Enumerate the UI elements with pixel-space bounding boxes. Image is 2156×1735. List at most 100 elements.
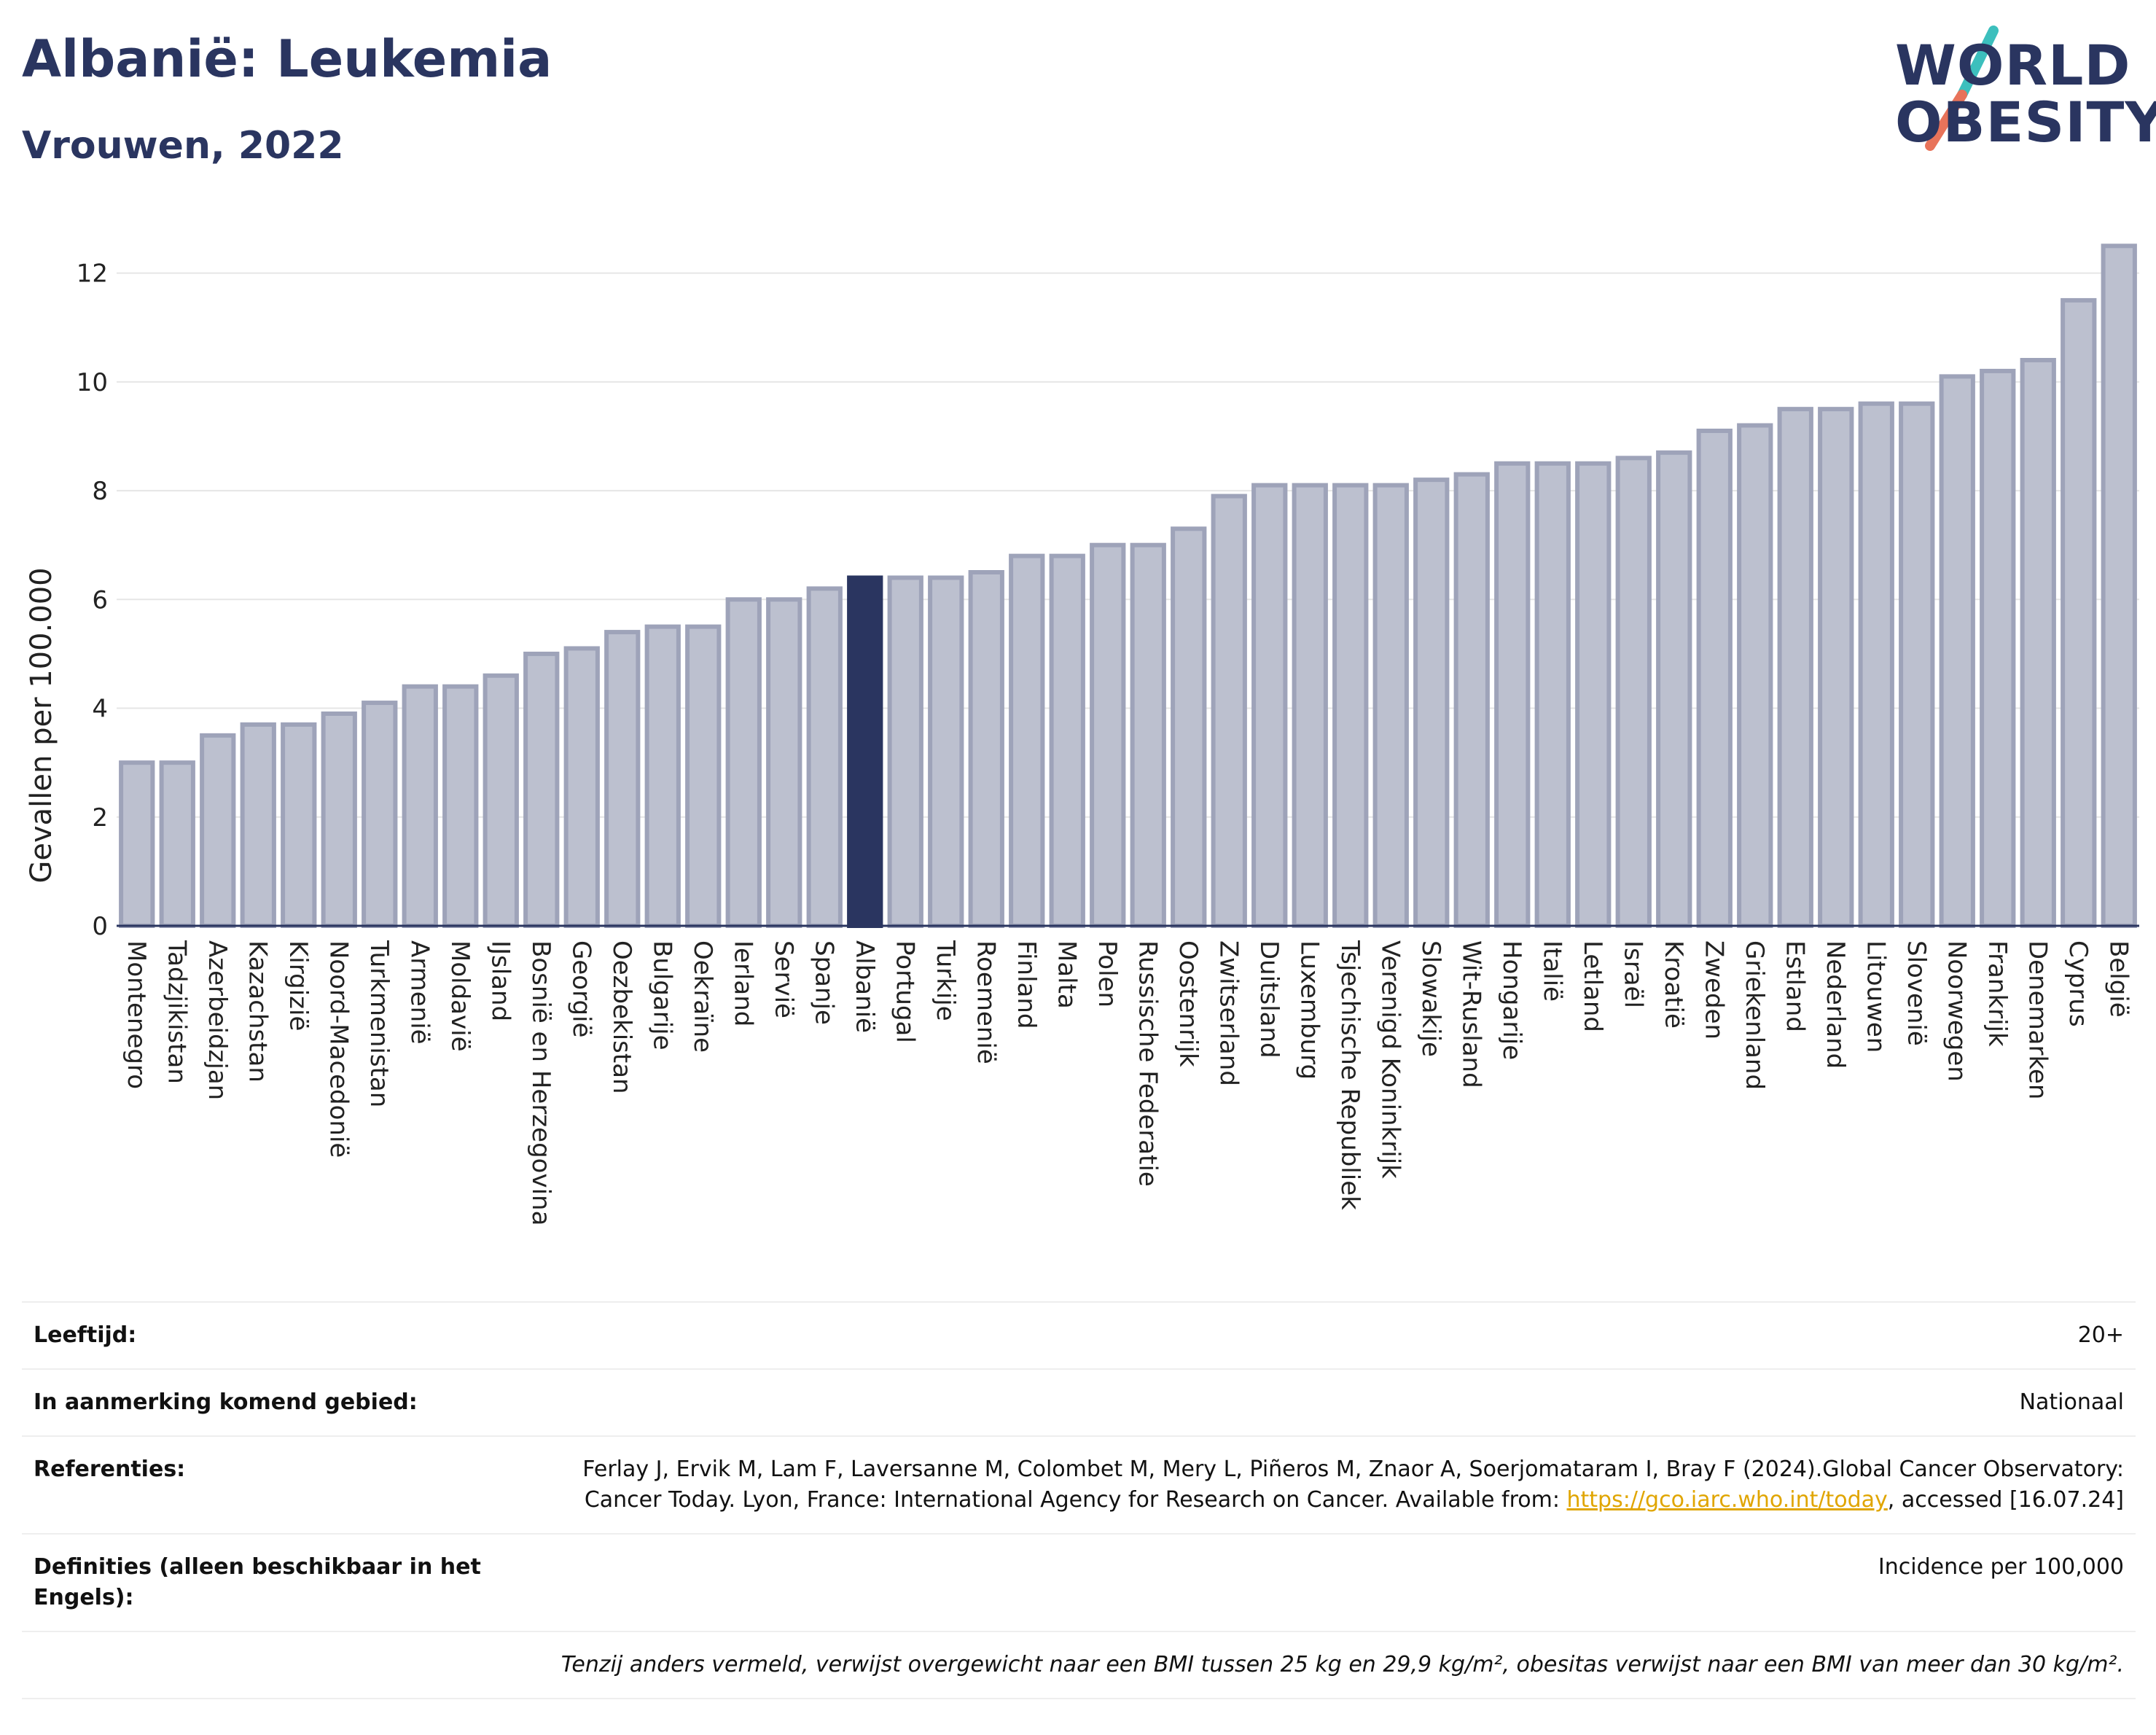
page-subtitle: Vrouwen, 2022 [22, 124, 344, 168]
bar [1049, 553, 1085, 928]
x-tick-label: Nederland [1821, 940, 1850, 1069]
x-tick-label: Bulgarije [647, 940, 676, 1050]
bar [766, 597, 802, 928]
references-value: Ferlay J, Ervik M, Lam F, Laversanne M, … [497, 1435, 2136, 1535]
x-tick-label: Hongarije [1497, 940, 1526, 1060]
x-tick-label: Wit-Rusland [1456, 940, 1485, 1088]
x-tick-label: Litouwen [1861, 940, 1890, 1053]
references-link[interactable]: https://gco.iarc.who.int/today [1566, 1487, 1888, 1513]
x-tick-label: Oostenrijk [1173, 940, 1203, 1067]
y-tick-label: 2 [92, 803, 108, 833]
x-tick-label: Tadzjikistan [162, 940, 191, 1084]
bar [200, 733, 236, 928]
x-tick-label: Zweden [1699, 940, 1728, 1040]
bar [1575, 461, 1612, 928]
info-row-note: Tenzij anders vermeld, verwijst overgewi… [22, 1631, 2136, 1699]
bar [644, 624, 681, 928]
bar [563, 646, 600, 928]
bar [725, 597, 762, 928]
info-table: Leeftijd: 20+ In aanmerking komend gebie… [22, 1301, 2136, 1699]
x-tick-label: Slowakije [1416, 940, 1445, 1057]
x-tick-label: Turkmenistan [364, 940, 394, 1107]
x-tick-label: Russische Federatie [1133, 940, 1162, 1187]
y-tick-label: 12 [77, 260, 108, 289]
bars-layer [117, 243, 2139, 929]
age-label: Leeftijd: [22, 1301, 497, 1370]
bar [1292, 483, 1328, 929]
x-tick-label: Israël [1618, 940, 1647, 1008]
bar [847, 575, 883, 928]
y-axis-label: Gevallen per 100.000 [25, 567, 58, 883]
x-tick-label: Letland [1578, 940, 1607, 1032]
y-tick-label: 10 [77, 368, 108, 397]
bar [1980, 368, 2016, 928]
x-tick-label: Noorwegen [1942, 940, 1971, 1082]
info-row-area: In aanmerking komend gebied: Nationaal [22, 1368, 2136, 1437]
x-tick-label: Bosnië en Herzegovina [526, 940, 555, 1225]
x-tick-label: Oekraïne [688, 940, 717, 1053]
bar [1171, 526, 1207, 928]
world-obesity-logo: WORLD OBESITY [1895, 22, 2156, 153]
x-tick-label: Griekenland [1740, 940, 1769, 1090]
bar [1130, 542, 1166, 928]
x-tick-label: IJsland [485, 940, 515, 1021]
bar [1453, 472, 1490, 928]
x-tick-label: Montenegro [122, 940, 151, 1089]
bar [806, 586, 843, 929]
bar [1534, 461, 1571, 928]
x-tick-label: Slovenië [1902, 940, 1931, 1046]
x-tick-label: Noord-Macedonië [324, 940, 353, 1158]
bar [1696, 429, 1733, 928]
bar [2061, 297, 2097, 928]
x-tick-label: Italië [1537, 940, 1566, 1002]
info-row-references: Referenties: Ferlay J, Ervik M, Lam F, L… [22, 1435, 2136, 1535]
x-tick-label: Azerbeidzjan [203, 940, 232, 1100]
x-tick-label: Georgië [566, 940, 595, 1037]
bar [523, 651, 560, 929]
x-tick-label: Finland [1012, 940, 1041, 1029]
bar [1858, 401, 1894, 928]
x-tick-label: Tsjechische Republiek [1335, 940, 1364, 1210]
bar [887, 575, 923, 928]
labels-layer: Montenegro Tadzjikistan Azerbeidzjan Kazach… [122, 940, 2133, 1225]
bar [1413, 477, 1450, 928]
bar [1899, 401, 1935, 928]
bar [362, 701, 398, 928]
bar [1656, 450, 1692, 929]
references-text: Ferlay J, Ervik M, Lam F, Laversanne M, … [582, 1457, 2124, 1513]
logo-line-1: WORLD [1895, 33, 2131, 98]
x-tick-label: België [2104, 940, 2133, 1018]
bar [1818, 407, 1854, 928]
bar [1009, 553, 1045, 928]
bar [1494, 461, 1531, 928]
references-label: Referenties: [22, 1435, 497, 1535]
x-tick-label: Portugal [890, 940, 919, 1043]
x-tick-label: Turkije [931, 940, 960, 1021]
info-row-definitions: Definities (alleen beschikbaar in het En… [22, 1533, 2136, 1632]
x-tick-label: Spanje [809, 940, 838, 1025]
bar [321, 711, 357, 928]
x-tick-label: Ierland [728, 940, 757, 1026]
y-tick-label: 6 [92, 585, 108, 615]
x-tick-label: Zwitserland [1214, 940, 1243, 1086]
x-tick-label: Frankrijk [1983, 940, 2012, 1047]
area-value: Nationaal [497, 1368, 2136, 1437]
x-tick-label: Roemenië [971, 940, 1000, 1064]
bar-chart: 0 2 4 6 8 10 12 Montenegro Tadzjikistan Azerbeid… [25, 243, 2139, 1225]
bar [159, 760, 195, 929]
definitions-value: Incidence per 100,000 [497, 1533, 2136, 1632]
bar [483, 673, 519, 928]
x-tick-label: Servië [769, 940, 798, 1018]
footnote: Tenzij anders vermeld, verwijst overgewi… [22, 1631, 2136, 1699]
bar [119, 760, 155, 929]
bar [1939, 374, 1975, 928]
x-tick-label: Verenigd Koninkrijk [1375, 940, 1405, 1179]
x-tick-label: Armenië [405, 940, 434, 1045]
bar [442, 684, 479, 928]
bar [1251, 483, 1288, 929]
bar [968, 570, 1004, 928]
bar [1372, 483, 1409, 929]
x-tick-label: Kroatië [1659, 940, 1688, 1029]
x-tick-label: Moldavië [445, 940, 474, 1052]
x-tick-label: Duitsland [1254, 940, 1284, 1058]
